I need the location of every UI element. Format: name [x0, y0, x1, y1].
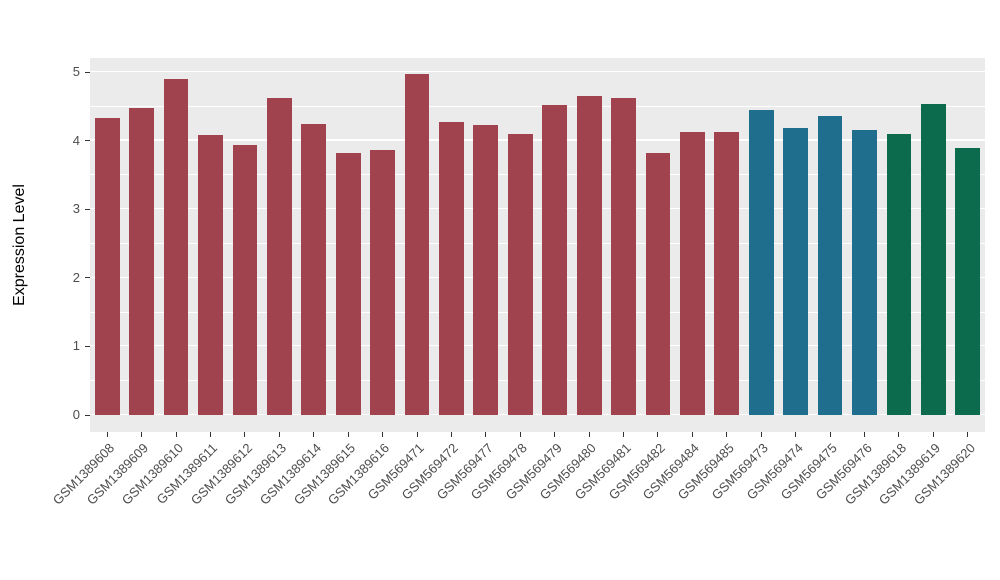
chart-panel: [90, 58, 985, 432]
y-tick-label: 5: [72, 64, 80, 79]
bar: [955, 148, 981, 415]
x-tick-mark: [726, 432, 728, 437]
y-tick-mark: [85, 345, 90, 347]
gridline-major: [90, 139, 985, 141]
bar: [94, 117, 120, 415]
gridline-major: [90, 208, 985, 210]
y-axis-title: Expression Level: [11, 184, 28, 306]
gridline-major: [90, 345, 985, 347]
x-tick-mark: [691, 432, 693, 437]
bar: [335, 152, 361, 415]
x-tick-mark: [623, 432, 625, 437]
x-tick-mark: [760, 432, 762, 437]
y-tick-mark: [85, 71, 90, 73]
bar: [198, 135, 223, 415]
bar: [404, 74, 430, 415]
x-tick-mark: [313, 432, 315, 437]
bar: [232, 144, 258, 415]
x-tick-mark: [898, 432, 900, 437]
bar: [611, 98, 636, 415]
y-tick-label: 0: [72, 407, 80, 422]
x-tick-mark: [795, 432, 797, 437]
bar: [301, 124, 327, 415]
gridline-minor: [90, 311, 985, 313]
y-tick-label: 4: [72, 132, 80, 148]
gridline-minor: [90, 174, 985, 175]
y-tick-mark: [85, 414, 90, 416]
x-tick-mark: [141, 432, 143, 437]
x-tick-mark: [554, 432, 556, 437]
y-tick-label: 3: [72, 201, 80, 217]
y-tick-mark: [85, 140, 90, 142]
bar: [507, 133, 533, 415]
x-tick-mark: [485, 432, 487, 437]
x-tick-mark: [382, 432, 384, 437]
bar: [129, 108, 155, 415]
x-tick-mark: [175, 432, 177, 437]
x-tick-mark: [106, 432, 108, 437]
bar: [370, 150, 395, 415]
bar: [266, 98, 292, 415]
bar: [576, 96, 602, 415]
x-tick-mark: [932, 432, 934, 437]
x-tick-mark: [416, 432, 418, 437]
y-tick-mark: [85, 277, 90, 279]
bar: [439, 122, 464, 415]
x-tick-mark: [209, 432, 211, 437]
y-tick-mark: [85, 208, 90, 210]
gridline-minor: [90, 380, 985, 381]
x-tick-mark: [450, 432, 452, 437]
bar: [714, 132, 740, 415]
x-tick-mark: [278, 432, 280, 437]
gridline-minor: [90, 105, 985, 107]
bar: [783, 128, 809, 415]
bar: [852, 129, 877, 415]
gridline-major: [90, 70, 985, 72]
gridline-minor: [90, 242, 985, 244]
gridline-major: [90, 276, 985, 278]
x-tick-mark: [588, 432, 590, 437]
bar: [817, 115, 843, 415]
x-tick-mark: [829, 432, 831, 437]
bar: [748, 109, 774, 415]
x-tick-mark: [967, 432, 969, 437]
x-tick-mark: [347, 432, 349, 437]
bar: [886, 133, 912, 415]
x-tick-mark: [657, 432, 659, 437]
y-tick-label: 1: [72, 338, 80, 354]
x-tick-mark: [244, 432, 246, 437]
bar: [645, 152, 671, 415]
bar: [542, 104, 568, 415]
bar: [680, 131, 705, 415]
bar: [473, 124, 499, 415]
x-tick-mark: [519, 432, 521, 437]
x-tick-mark: [864, 432, 866, 437]
y-tick-label: 2: [72, 269, 80, 285]
bar: [920, 104, 946, 415]
gridline-major: [90, 413, 985, 415]
bar: [163, 78, 189, 415]
